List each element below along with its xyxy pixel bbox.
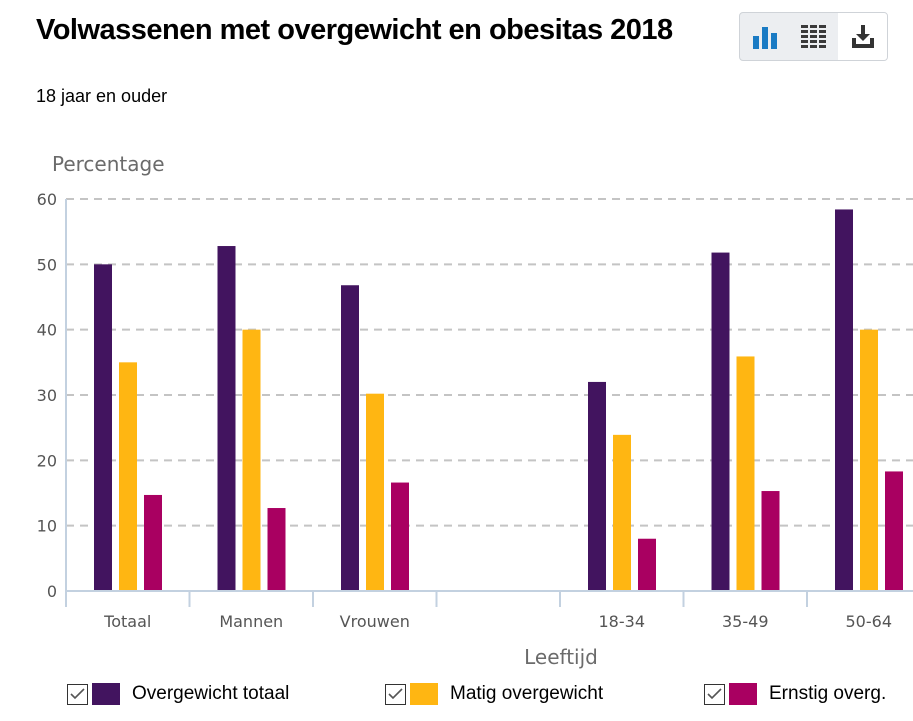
chart-subtitle: 18 jaar en ouder <box>36 86 168 106</box>
bar-ernstig-overg--18-34[interactable] <box>638 538 656 591</box>
x-tick-label: 18-34 <box>599 612 646 631</box>
bar-overgewicht-totaal-Vrouwen[interactable] <box>341 285 359 591</box>
x-tick-label: 50-64 <box>846 612 893 631</box>
bar-ernstig-overg--35-49[interactable] <box>761 491 780 591</box>
checkmark-icon <box>707 688 722 700</box>
checkmark-icon <box>388 688 403 700</box>
download-icon <box>851 24 874 48</box>
legend-item-overgewicht-totaal[interactable]: Overgewicht totaal <box>67 680 289 708</box>
bar-matig-overgewicht-Vrouwen[interactable] <box>366 393 384 591</box>
bar-overgewicht-totaal-Mannen[interactable] <box>217 246 236 592</box>
bar-overgewicht-totaal-35-49[interactable] <box>711 252 730 591</box>
y-tick-label: 30 <box>37 386 57 405</box>
y-tick-label: 0 <box>47 582 57 601</box>
download-button[interactable] <box>838 13 887 60</box>
bar-overgewicht-totaal-Totaal[interactable] <box>94 264 112 591</box>
bar-ernstig-overg--50-64[interactable] <box>885 471 903 591</box>
checkmark-icon <box>70 688 85 700</box>
legend-checkbox[interactable] <box>67 683 88 705</box>
bar-ernstig-overg--Mannen[interactable] <box>267 508 286 591</box>
legend-label: Ernstig overg. <box>769 683 887 704</box>
bar-ernstig-overg--Totaal[interactable] <box>144 494 162 591</box>
y-tick-label: 10 <box>37 517 57 536</box>
bar-overgewicht-totaal-50-64[interactable] <box>835 209 853 591</box>
table-view-button[interactable] <box>789 13 838 60</box>
bar-matig-overgewicht-Totaal[interactable] <box>119 362 137 591</box>
y-tick-label: 40 <box>37 321 57 340</box>
legend-swatch <box>410 683 438 705</box>
bar-matig-overgewicht-50-64[interactable] <box>860 329 878 591</box>
view-toolbar <box>739 12 888 61</box>
legend-checkbox[interactable] <box>704 683 725 705</box>
legend-checkbox[interactable] <box>385 683 406 705</box>
chart-view-button[interactable] <box>740 13 789 60</box>
bar-chart-icon <box>752 26 777 49</box>
legend-item-matig-overgewicht[interactable]: Matig overgewicht <box>385 680 603 708</box>
legend-swatch <box>92 683 120 705</box>
y-tick-label: 60 <box>37 190 57 209</box>
bar-matig-overgewicht-Mannen[interactable] <box>242 329 261 591</box>
x-axis-title: Leeftijd <box>524 645 598 669</box>
legend-label: Matig overgewicht <box>450 683 604 704</box>
legend-swatch <box>729 683 757 705</box>
x-tick-label: 35-49 <box>722 612 769 631</box>
x-tick-label: Totaal <box>103 612 151 631</box>
x-tick-label: Vrouwen <box>340 612 410 631</box>
bar-chart: Percentage 0 10 20 30 40 50 60 Totaal Mannen Vro… <box>37 152 913 669</box>
legend-item-ernstig-overg-[interactable]: Ernstig overg. <box>704 680 886 708</box>
bar-overgewicht-totaal-18-34[interactable] <box>588 381 606 591</box>
legend-label: Overgewicht totaal <box>132 683 290 704</box>
legend: Overgewicht totaal Matig overgewicht Ernst… <box>0 680 913 710</box>
y-axis-title: Percentage <box>52 152 165 176</box>
bar-matig-overgewicht-35-49[interactable] <box>736 356 755 591</box>
chart-title: Volwassenen met overgewicht en obesitas … <box>36 14 673 46</box>
bar-ernstig-overg--Vrouwen[interactable] <box>391 482 409 591</box>
x-tick-label: Mannen <box>219 612 283 631</box>
bar-matig-overgewicht-18-34[interactable] <box>613 434 631 591</box>
y-tick-label: 20 <box>37 451 57 470</box>
y-tick-label: 50 <box>37 255 57 274</box>
table-icon <box>800 24 826 48</box>
